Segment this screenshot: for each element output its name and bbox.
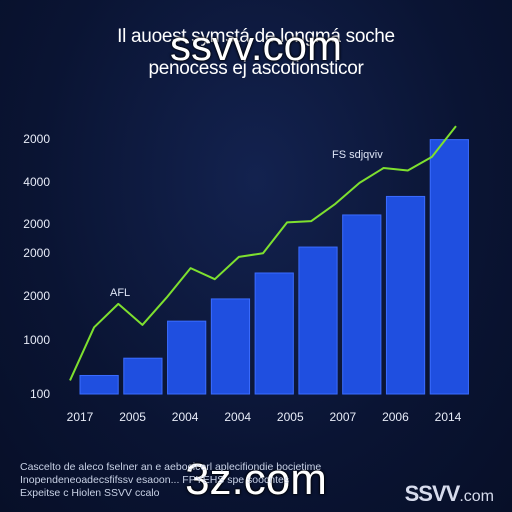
x-tick-label: 2004 (224, 410, 251, 424)
x-tick-label: 2007 (330, 410, 357, 424)
watermark-top: ssvv.com (170, 22, 342, 69)
brand-logo: SSVV.com (405, 481, 494, 507)
annotations-group: AFL FS sdjqviv (110, 149, 383, 299)
bar (254, 272, 294, 395)
brand-name: SSVV (404, 481, 461, 506)
brand-suffix: .com (459, 488, 494, 505)
x-tick-label: 2014 (435, 410, 462, 424)
bar (429, 139, 469, 395)
y-tick-label: 2000 (23, 289, 50, 303)
bar (385, 195, 426, 395)
footnote-line-3: Expeitse c Hiolen SSVV ccalo (20, 487, 160, 499)
y-tick-label: 2000 (23, 132, 50, 146)
chart-annotation: AFL (110, 287, 130, 299)
y-tick-label: 100 (30, 387, 50, 401)
x-axis-ticks: 2017 2005 2004 2004 2005 2007 2006 2014 (67, 410, 462, 424)
x-tick-label: 2006 (382, 410, 409, 424)
bar (298, 246, 338, 395)
trend-line-group (69, 125, 457, 381)
x-tick-label: 2005 (119, 410, 146, 424)
trend-line (69, 125, 457, 381)
footnote-line-2: Inopendeneoadecsfifssv esaoon... FPYEHS … (20, 474, 290, 486)
y-tick-label: 4000 (23, 175, 50, 189)
bars-group (79, 139, 469, 395)
bar (342, 214, 382, 395)
chart-subtitle: penocess ej ascotionsticor (148, 58, 364, 79)
bar (79, 374, 119, 395)
y-tick-label: 1000 (23, 333, 50, 347)
y-tick-label: 2000 (23, 217, 50, 231)
x-tick-label: 2017 (67, 410, 94, 424)
bar (123, 357, 163, 395)
chart-annotation: FS sdjqviv (332, 149, 383, 161)
y-tick-label: 2000 (23, 246, 50, 260)
bar (167, 320, 207, 395)
footnote-line-1: Cascelto de aleco fselner an e aebocicer… (20, 461, 322, 473)
bar (210, 298, 251, 395)
y-axis-ticks: 100 1000 2000 2000 2000 4000 2000 (23, 132, 50, 401)
watermark-bottom: 3z.com (185, 455, 327, 504)
x-tick-label: 2004 (172, 410, 199, 424)
x-tick-label: 2005 (277, 410, 304, 424)
chart-title: Il auoest symstá de longmá soche (117, 26, 395, 47)
